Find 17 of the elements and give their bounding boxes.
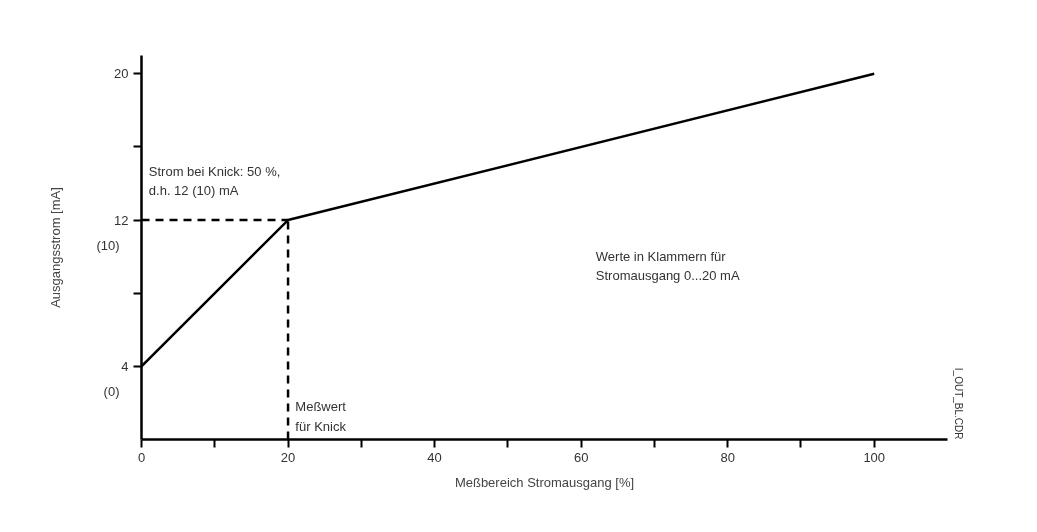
y-tick-label: 4 (121, 358, 129, 374)
x-tick-label: 100 (863, 449, 886, 465)
y-tick-label: 12 (114, 212, 129, 228)
x-tick-label: 0 (137, 449, 146, 465)
x-axis-title: Meßbereich Stromausgang [%] (454, 474, 635, 490)
text: (0) (103, 384, 120, 400)
x-tick-label: 20 (280, 449, 296, 465)
text: I_OUT_BL.CDR (952, 367, 964, 440)
x-tick-label: 40 (427, 449, 442, 465)
text: (10) (96, 238, 120, 254)
x-tick-label: 80 (720, 449, 735, 465)
x-tick-label: 60 (573, 449, 589, 465)
annotation: Meßwert für Knick (295, 399, 347, 434)
annotation: Werte in Klammern für Stromausgang 0...20 mA (595, 248, 740, 284)
y-tick-label: 20 (114, 66, 129, 82)
y-axis-title: Ausgangsstrom [mA] (48, 187, 64, 308)
annotation: Strom bei Knick: 50 %, d.h. 12 (10) mA (148, 163, 281, 199)
